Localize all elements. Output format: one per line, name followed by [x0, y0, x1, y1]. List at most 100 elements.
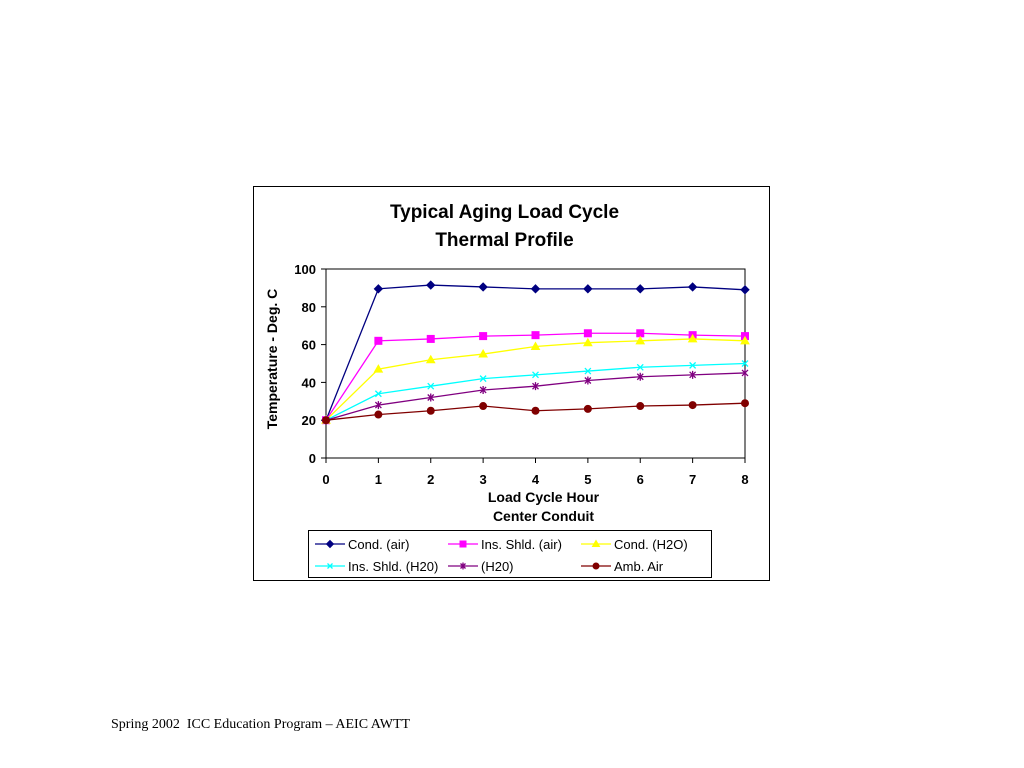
legend-marker [325, 539, 335, 549]
data-point [741, 368, 749, 377]
data-point [426, 334, 435, 343]
data-point [531, 406, 540, 415]
data-point [740, 335, 750, 345]
data-point [740, 285, 750, 295]
data-point [687, 282, 698, 292]
legend-item: (H20) [448, 556, 514, 576]
chart-frame [253, 186, 770, 581]
data-point [374, 410, 383, 419]
data-point [689, 361, 697, 369]
legend-label: Ins. Shld. (H20) [348, 558, 439, 574]
data-point [636, 402, 645, 411]
legend-swatch [448, 540, 478, 548]
x-axis-label-line-2: Center Conduit [492, 508, 595, 524]
data-point [636, 329, 645, 338]
y-tick-label: 20 [302, 413, 316, 428]
series-5 [322, 399, 749, 425]
legend-item: Ins. Shld. (H20) [315, 556, 438, 576]
data-point [478, 349, 488, 358]
data-point [374, 390, 382, 398]
slide-footer: Spring 2002 ICC Education Program – AEIC… [111, 717, 411, 732]
legend-marker [592, 562, 600, 570]
data-point [532, 382, 539, 391]
data-point [635, 335, 646, 345]
data-point [479, 402, 488, 411]
data-point [689, 370, 697, 379]
data-point [374, 401, 382, 410]
data-point [636, 363, 644, 371]
legend-item: Cond. (air) [315, 534, 409, 554]
legend-marker [327, 563, 333, 569]
data-point [584, 376, 592, 385]
data-point [583, 404, 592, 413]
legend-label: Amb. Air [614, 558, 664, 574]
data-point [687, 333, 698, 343]
series-0 [321, 280, 750, 425]
data-point [688, 401, 697, 410]
data-point [584, 367, 592, 375]
data-point [425, 354, 436, 364]
series-line [325, 284, 746, 421]
legend-swatch [448, 562, 478, 570]
x-tick-label: 1 [375, 472, 382, 487]
legend-swatch [315, 563, 345, 569]
y-tick-label: 40 [302, 375, 316, 390]
legend-marker [591, 539, 601, 547]
x-tick-label: 8 [741, 472, 748, 487]
x-tick-label: 2 [427, 472, 434, 487]
data-point [479, 332, 488, 341]
data-point [427, 393, 435, 402]
x-tick-label: 6 [637, 472, 644, 487]
series-2 [321, 333, 750, 424]
data-point [635, 284, 645, 294]
y-tick-label: 60 [302, 338, 316, 353]
legend-item: Ins. Shld. (air) [448, 534, 562, 554]
legend-label: Cond. (H2O) [614, 536, 688, 552]
y-tick-label: 100 [294, 262, 316, 277]
x-tick-label: 7 [689, 472, 696, 487]
data-point [583, 329, 592, 338]
legend-label: (H20) [481, 558, 514, 574]
legend-label: Cond. (air) [348, 536, 410, 552]
legend-swatch [581, 562, 611, 570]
y-tick-label: 0 [309, 451, 316, 466]
data-point [426, 280, 436, 290]
series-4 [322, 368, 749, 425]
data-point [479, 385, 487, 394]
chart-title-line-1: Typical Aging Load Cycle [389, 202, 620, 223]
y-axis-label: Temperature - Deg. C [264, 288, 280, 430]
data-point [478, 282, 488, 292]
legend-item: Amb. Air [581, 556, 663, 576]
legend-swatch [581, 539, 611, 547]
data-point [373, 284, 384, 294]
legend-swatch [315, 539, 345, 549]
data-point [322, 416, 330, 425]
y-tick-label: 80 [302, 300, 316, 315]
data-point [427, 382, 435, 390]
data-point [532, 371, 539, 379]
data-point [374, 336, 383, 345]
x-tick-label: 5 [584, 472, 591, 487]
x-tick-label: 4 [532, 472, 540, 487]
series-3 [322, 360, 749, 424]
plot-area [325, 268, 746, 459]
chart-title-line-2: Thermal Profile [435, 230, 574, 251]
data-point [530, 341, 541, 350]
legend-marker [459, 540, 467, 548]
data-point [636, 372, 644, 381]
data-point [373, 364, 384, 373]
data-point [741, 360, 749, 367]
legend-marker [460, 562, 466, 570]
x-tick-label: 3 [480, 472, 487, 487]
data-point [583, 337, 593, 347]
legend-label: Ins. Shld. (air) [481, 536, 562, 552]
data-point [530, 284, 541, 294]
x-axis-label-line-1: Load Cycle Hour [487, 489, 600, 505]
x-tick-label: 0 [322, 472, 329, 487]
data-point [741, 399, 749, 408]
data-point [583, 284, 593, 294]
legend-item: Cond. (H2O) [581, 534, 688, 554]
data-point [479, 375, 487, 383]
chart-legend: Cond. (air) Ins. Shld. (air) Cond. (H2O) In… [308, 530, 712, 578]
